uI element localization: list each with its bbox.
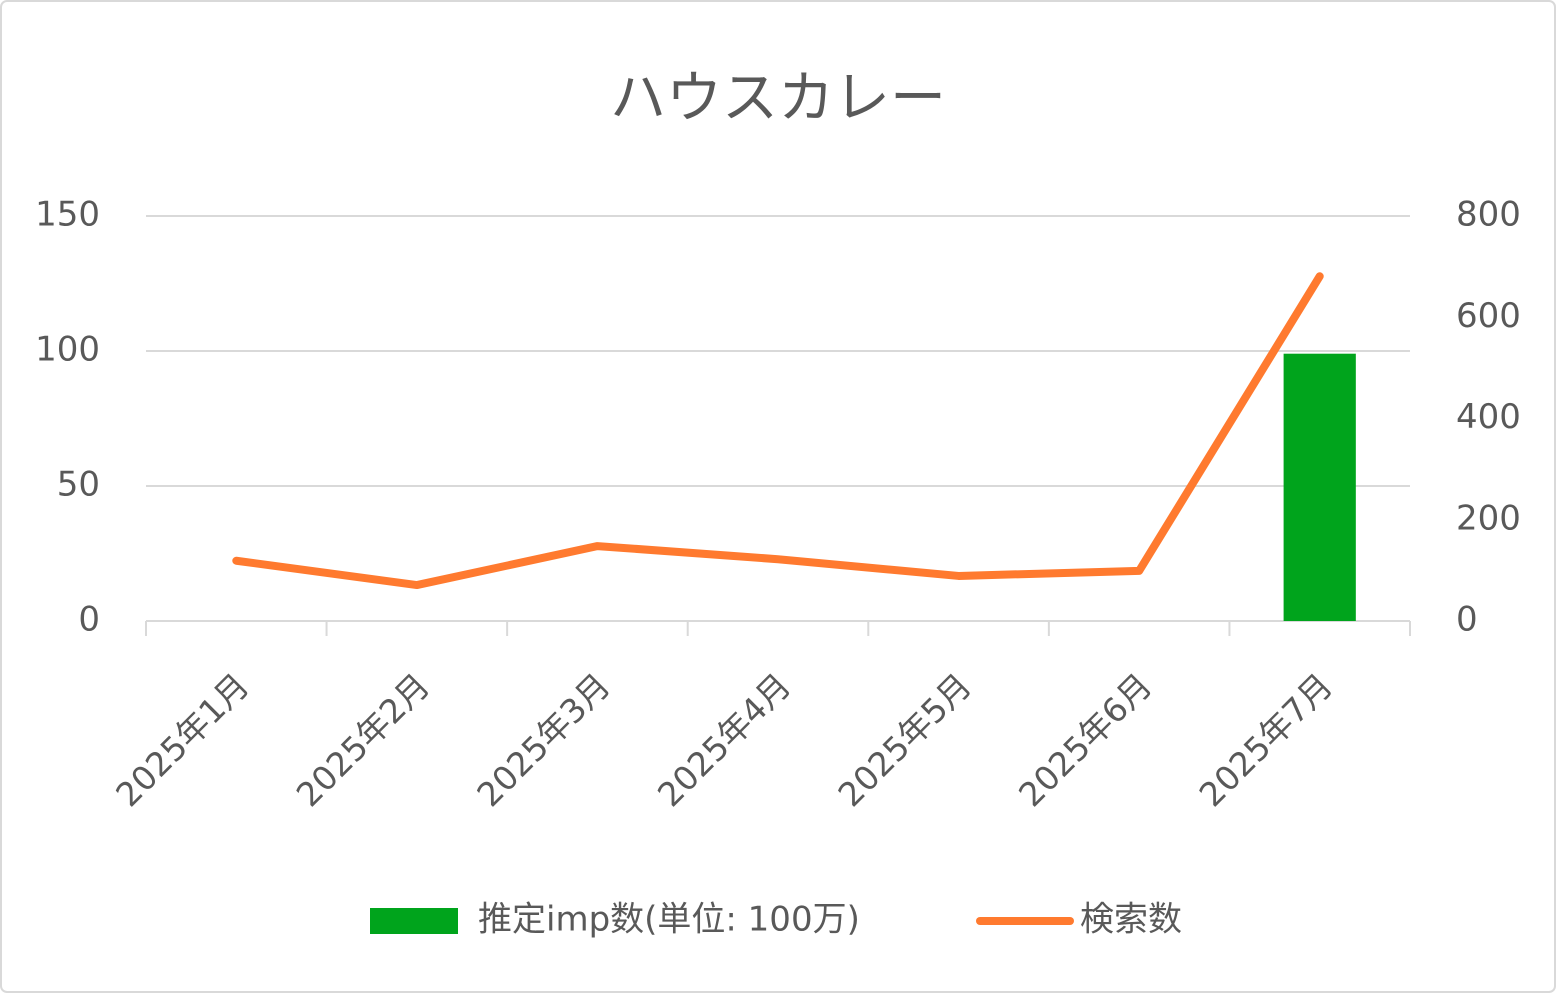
legend-label: 推定imp数(単位: 100万) — [478, 900, 860, 940]
y-tick-label: 150 — [35, 195, 100, 235]
chart-title: ハウスカレー — [610, 66, 946, 131]
bar — [1283, 353, 1356, 621]
line — [232, 272, 1324, 590]
y2-tick-label: 0 — [1456, 600, 1478, 640]
y-tick-label: 50 — [57, 465, 100, 505]
y2-tick-label: 200 — [1456, 498, 1521, 538]
y-tick-label: 0 — [78, 600, 100, 640]
y2-tick-label: 600 — [1456, 296, 1521, 336]
y2-tick-label: 800 — [1456, 195, 1521, 235]
legend-swatch — [370, 908, 458, 934]
y2-tick-label: 400 — [1456, 397, 1521, 437]
legend-label: 検索数 — [1080, 900, 1182, 940]
y-tick-label: 100 — [35, 330, 100, 370]
